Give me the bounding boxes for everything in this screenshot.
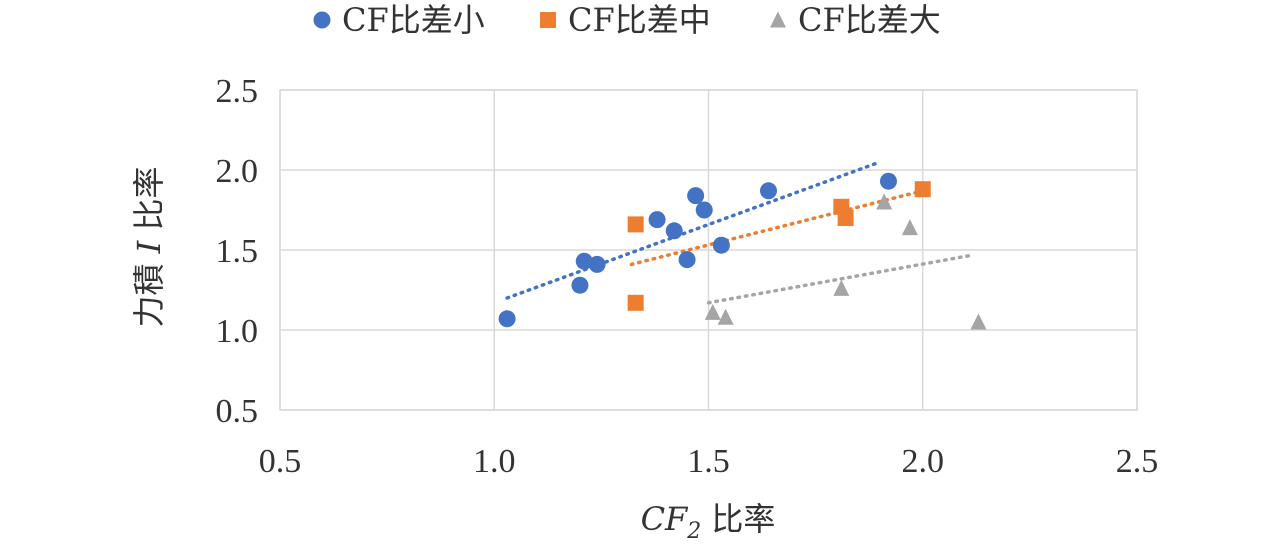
data-point-series-1 [687, 187, 705, 205]
data-point-series-1 [588, 255, 606, 273]
data-point-series-1 [575, 252, 593, 270]
x-axis-title: CF2 比率 [641, 500, 776, 544]
trendline-series-2 [629, 189, 925, 267]
y-axis-tick-labels: 0.5 1.0 1.5 2.0 2.5 [216, 73, 259, 430]
x-tick-label: 2.5 [1116, 443, 1159, 480]
data-point-series-3 [704, 303, 721, 320]
legend-marker-series-2 [540, 12, 556, 28]
y-tick-label: 1.5 [216, 233, 259, 270]
data-point-series-1 [712, 236, 730, 254]
data-point-series-3 [970, 313, 987, 330]
x-axis-tick-labels: 0.5 1.0 1.5 2.0 2.5 [259, 443, 1159, 480]
y-tick-label: 2.5 [216, 73, 259, 110]
y-tick-label: 2.0 [216, 153, 259, 190]
trendline-series-1 [505, 160, 882, 300]
legend-label-series-1: CF比差小 [342, 1, 485, 39]
legend-item-series-1: CF比差小 [313, 1, 485, 39]
y-tick-label: 1.0 [216, 313, 259, 350]
y-tick-label: 0.5 [216, 393, 259, 430]
data-point-series-1 [571, 276, 589, 294]
data-points [498, 172, 987, 330]
legend-label-series-3: CF比差大 [798, 1, 941, 39]
data-point-series-3 [901, 219, 918, 236]
legend-item-series-3: CF比差大 [770, 1, 941, 39]
gridlines [279, 89, 1138, 411]
x-tick-label: 0.5 [259, 443, 302, 480]
data-point-series-1 [648, 211, 666, 229]
trendline-series-3 [706, 253, 976, 305]
data-point-series-3 [876, 193, 893, 210]
plot-area-border [279, 89, 1138, 411]
data-point-series-1 [759, 182, 777, 200]
data-point-series-1 [498, 310, 516, 328]
legend-marker-series-3 [770, 11, 786, 28]
legend-item-series-2: CF比差中 [540, 1, 711, 39]
data-point-series-2 [627, 294, 644, 311]
data-point-series-2 [914, 181, 931, 198]
data-point-series-1 [665, 222, 683, 240]
x-tick-label: 2.0 [902, 443, 945, 480]
x-tick-label: 1.0 [473, 443, 516, 480]
legend-label-series-2: CF比差中 [568, 1, 711, 39]
y-axis-title: 力積 I 比率 [130, 166, 168, 327]
data-point-series-1 [695, 201, 713, 219]
data-point-series-3 [833, 279, 850, 296]
data-point-series-2 [627, 216, 644, 233]
legend: CF比差小 CF比差中 CF比差大 [313, 1, 941, 39]
data-point-series-1 [678, 251, 696, 269]
data-point-series-1 [879, 172, 897, 190]
data-point-series-2 [837, 210, 854, 226]
data-point-series-3 [717, 308, 734, 325]
trendlines [505, 160, 976, 305]
x-tick-label: 1.5 [687, 443, 730, 480]
legend-marker-series-1 [313, 11, 331, 29]
